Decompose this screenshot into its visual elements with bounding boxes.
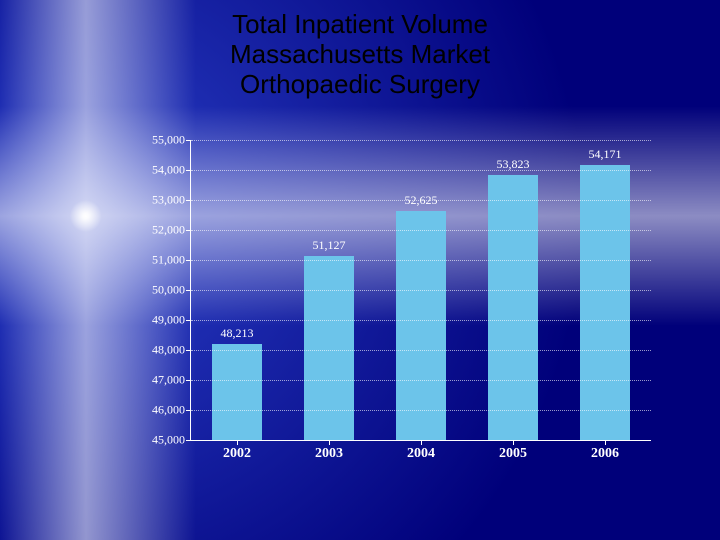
y-tick-label: 48,000 bbox=[152, 343, 191, 358]
bar: 53,823 bbox=[488, 175, 539, 440]
y-tick-label: 45,000 bbox=[152, 433, 191, 448]
title-line-2: Massachusetts Market bbox=[150, 40, 570, 70]
gridline bbox=[191, 230, 651, 231]
slide-root: Total Inpatient Volume Massachusetts Mar… bbox=[0, 0, 720, 540]
y-tick-label: 51,000 bbox=[152, 253, 191, 268]
gridline bbox=[191, 380, 651, 381]
y-tick-label: 54,000 bbox=[152, 163, 191, 178]
gridline bbox=[191, 410, 651, 411]
gridline bbox=[191, 140, 651, 141]
x-category-label: 2003 bbox=[315, 440, 343, 462]
gridline bbox=[191, 170, 651, 171]
bar-value-label: 54,171 bbox=[588, 147, 621, 162]
x-category-label: 2005 bbox=[499, 440, 527, 462]
x-category-label: 2004 bbox=[407, 440, 435, 462]
slide-title: Total Inpatient Volume Massachusetts Mar… bbox=[150, 10, 570, 100]
x-category-label: 2002 bbox=[223, 440, 251, 462]
plot-area: 48,21351,12752,62553,82354,171 45,00046,… bbox=[190, 140, 651, 441]
y-tick-label: 53,000 bbox=[152, 193, 191, 208]
gridline bbox=[191, 290, 651, 291]
y-tick-label: 46,000 bbox=[152, 403, 191, 418]
x-category-label: 2006 bbox=[591, 440, 619, 462]
title-line-1: Total Inpatient Volume bbox=[150, 10, 570, 40]
bar-value-label: 48,213 bbox=[220, 326, 253, 341]
title-line-3: Orthopaedic Surgery bbox=[150, 70, 570, 100]
bar-value-label: 51,127 bbox=[312, 238, 345, 253]
bar: 51,127 bbox=[304, 256, 355, 440]
y-tick-label: 50,000 bbox=[152, 283, 191, 298]
y-tick-label: 52,000 bbox=[152, 223, 191, 238]
bar: 48,213 bbox=[212, 344, 263, 440]
gridline bbox=[191, 200, 651, 201]
bar: 52,625 bbox=[396, 211, 447, 440]
y-tick-label: 55,000 bbox=[152, 133, 191, 148]
y-tick-label: 49,000 bbox=[152, 313, 191, 328]
gridline bbox=[191, 320, 651, 321]
gridline bbox=[191, 260, 651, 261]
bar: 54,171 bbox=[580, 165, 631, 440]
gridline bbox=[191, 350, 651, 351]
y-tick-label: 47,000 bbox=[152, 373, 191, 388]
bar-chart: 48,213 51,127 52,625 53,823 54,171 45,000 46,… bbox=[130, 140, 650, 470]
